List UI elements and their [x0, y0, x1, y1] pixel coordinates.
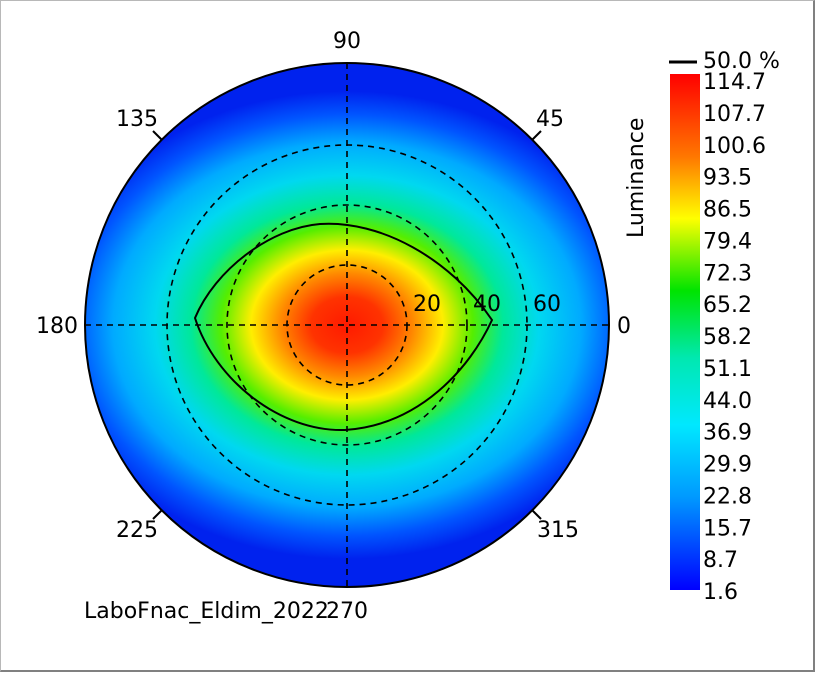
- contour-50pct: [193, 222, 494, 432]
- colorbar-tick-label: 44.0: [703, 389, 752, 414]
- angle-label-45: 45: [536, 107, 564, 132]
- colorbar-tick-label: 79.4: [703, 229, 752, 254]
- colorbar-tick-label: 100.6: [703, 134, 766, 159]
- colorbar-tick-label: 36.9: [703, 421, 752, 446]
- radial-ring-40: [226, 204, 468, 446]
- luminance-field: [85, 91, 609, 559]
- colorbar-tick-label: 72.3: [703, 261, 752, 286]
- polar-grid: [85, 63, 609, 587]
- radial-labels: 20 40 60: [413, 292, 561, 317]
- colorbar-tick-label: 15.7: [703, 516, 752, 541]
- plot-area: [85, 63, 609, 587]
- diagonal-ticks: [152, 130, 542, 520]
- colorbar-tick-label: 58.2: [703, 325, 752, 350]
- colorbar-gradient: [670, 74, 700, 590]
- colorbar-tick-label: 8.7: [703, 548, 738, 573]
- radial-label-20: 20: [413, 292, 441, 317]
- colorbar-tick-label: 114.7: [703, 70, 766, 95]
- colorbar-tick-label: 51.1: [703, 357, 752, 382]
- angle-label-270: 270: [326, 599, 368, 624]
- colorbar-tick-label: 29.9: [703, 453, 752, 478]
- colorbar-tick-label: 22.8: [703, 484, 752, 509]
- colorbar-tick-label: 86.5: [703, 198, 752, 223]
- radial-label-60: 60: [533, 292, 561, 317]
- angle-label-315: 315: [537, 518, 579, 543]
- colorbar-tick-labels: 114.7 107.7 100.6 93.5 86.5 79.4 72.3 65.2 58.2 5…: [703, 70, 766, 605]
- colorbar-tick-label: 65.2: [703, 293, 752, 318]
- colorbar-tick-label: 1.6: [703, 580, 738, 605]
- colorbar-tick-label: 93.5: [703, 166, 752, 191]
- angle-label-0: 0: [617, 314, 631, 339]
- angle-label-135: 135: [116, 107, 158, 132]
- angle-label-90: 90: [333, 29, 361, 54]
- angle-labels: 90 45 0 315 270 225 180 135: [36, 29, 631, 624]
- radial-label-40: 40: [473, 292, 501, 317]
- caption: LaboFnac_Eldim_2022: [84, 599, 329, 624]
- colorbar: 50.0 % Luminance 114.7 107.7 100.6 93.5 86.5…: [624, 49, 780, 605]
- angle-label-180: 180: [36, 314, 78, 339]
- colorbar-tick-label: 107.7: [703, 102, 766, 127]
- contour-legend-label: 50.0 %: [703, 49, 780, 74]
- angle-label-225: 225: [116, 518, 158, 543]
- colorbar-title: Luminance: [624, 118, 649, 238]
